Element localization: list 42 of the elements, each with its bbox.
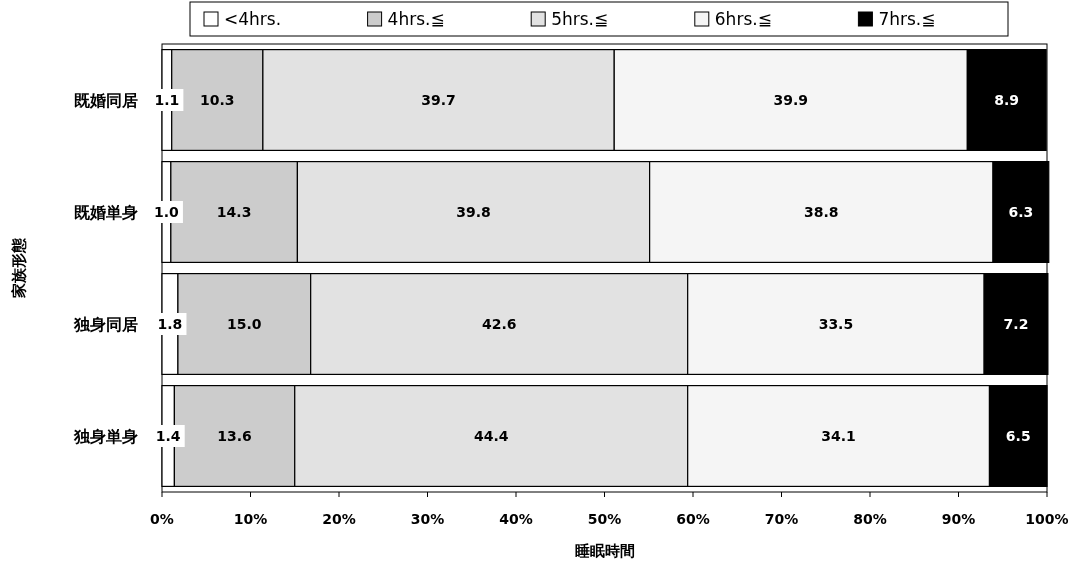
data-label: 42.6 — [481, 316, 517, 332]
data-label: 39.8 — [456, 204, 491, 220]
data-label: 34.1 — [821, 428, 856, 444]
data-label: 1.8 — [157, 316, 183, 332]
y-axis-title: 家族形態 — [10, 237, 28, 299]
data-label: 39.7 — [421, 92, 456, 108]
x-tick-label: 100% — [1025, 511, 1069, 527]
x-tick-label: 10% — [233, 511, 268, 527]
x-tick-label: 90% — [941, 511, 976, 527]
x-tick-label: 70% — [764, 511, 799, 527]
data-label: 44.4 — [473, 428, 509, 444]
x-tick-label: 50% — [587, 511, 622, 527]
x-tick-label: 80% — [853, 511, 887, 527]
y-tick-label: 独身同居 — [73, 315, 138, 334]
legend-label: 6hrs.≦ — [714, 9, 772, 29]
y-tick-label: 既婚単身 — [74, 203, 138, 222]
x-axis-title: 睡眠時間 — [574, 542, 635, 560]
data-label: 7.2 — [1003, 316, 1029, 332]
data-label: 6.3 — [1008, 204, 1034, 220]
y-tick-label: 独身単身 — [73, 427, 138, 446]
legend-label: 7hrs.≦ — [878, 9, 936, 29]
data-label: 13.6 — [217, 428, 252, 444]
legend-label: 4hrs.≦ — [387, 9, 445, 29]
data-label: 1.4 — [155, 428, 181, 444]
data-label: 1.1 — [154, 92, 180, 108]
y-tick-label: 既婚同居 — [74, 91, 138, 110]
x-tick-label: 30% — [410, 511, 445, 527]
x-tick-label: 60% — [676, 511, 710, 527]
data-label: 15.0 — [227, 316, 262, 332]
x-tick-label: 40% — [499, 511, 533, 527]
data-label: 8.9 — [994, 92, 1020, 108]
data-label: 10.3 — [200, 92, 235, 108]
data-label: 39.9 — [773, 92, 809, 108]
x-tick-label: 20% — [322, 511, 356, 527]
data-label: 38.8 — [804, 204, 839, 220]
data-label: 1.0 — [154, 204, 180, 220]
data-label: 33.5 — [818, 316, 854, 332]
legend-label: <4hrs. — [224, 9, 282, 29]
x-tick-label: 0% — [150, 511, 174, 527]
legend-label: 5hrs.≦ — [551, 9, 609, 29]
data-label: 6.5 — [1005, 428, 1031, 444]
data-label: 14.3 — [216, 204, 252, 220]
